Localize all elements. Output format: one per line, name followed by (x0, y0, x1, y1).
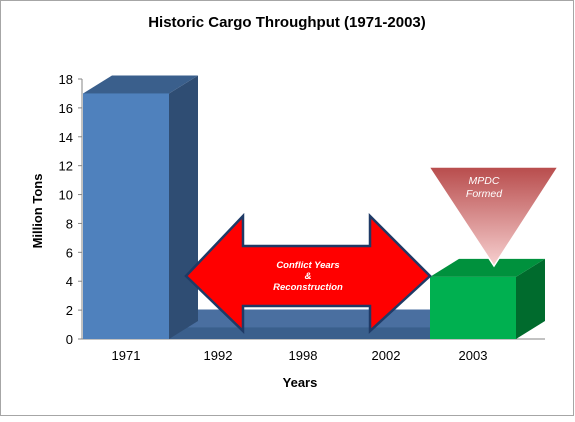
bar-1971-top (83, 75, 198, 94)
bar-2003-top (430, 258, 545, 277)
conflict-annotation-line-1: Conflict Years (276, 260, 339, 271)
bar-2003-side (516, 258, 545, 339)
x-axis-label: Years (283, 375, 318, 390)
y-tick-label: 2 (66, 303, 73, 318)
y-tick-label: 0 (66, 332, 73, 347)
y-tick-label: 14 (59, 130, 73, 145)
x-tick-label: 2002 (372, 348, 401, 363)
y-tick-label: 6 (66, 245, 73, 260)
y-tick-label: 10 (59, 188, 73, 203)
x-tick-label: 1971 (112, 348, 141, 363)
y-tick-label: 12 (59, 159, 73, 174)
x-tick-label: 1992 (204, 348, 233, 363)
bar-1971-front (83, 93, 169, 339)
y-tick-label: 18 (59, 72, 73, 87)
bar-1971 (83, 75, 198, 339)
y-tick-label: 16 (59, 101, 73, 116)
bar-2003 (430, 258, 545, 339)
bars (83, 75, 545, 339)
floor-top (165, 309, 461, 328)
x-tick-label: 2003 (459, 348, 488, 363)
floor-front (165, 327, 432, 339)
y-tick-label: 8 (66, 216, 73, 231)
triangle-mpdc (427, 166, 560, 268)
x-tick-label: 1998 (289, 348, 318, 363)
conflict-annotation-line-3: Reconstruction (273, 282, 343, 293)
x-tick-labels: 1971 1992 1998 2002 2003 (112, 348, 488, 363)
bar-1971-side (169, 75, 198, 339)
bar-2003-front (430, 276, 516, 339)
mpdc-annotation-line-1: MPDC (469, 175, 500, 187)
mpdc-annotation-line-2: Formed (466, 188, 503, 200)
y-tick-label: 4 (66, 274, 73, 289)
double-arrow-conflict (184, 212, 432, 334)
chart-floor (165, 309, 461, 339)
y-axis-label: Million Tons (30, 174, 45, 249)
conflict-annotation-line-2: & (305, 271, 312, 282)
chart-title: Historic Cargo Throughput (1971-2003) (148, 14, 426, 31)
